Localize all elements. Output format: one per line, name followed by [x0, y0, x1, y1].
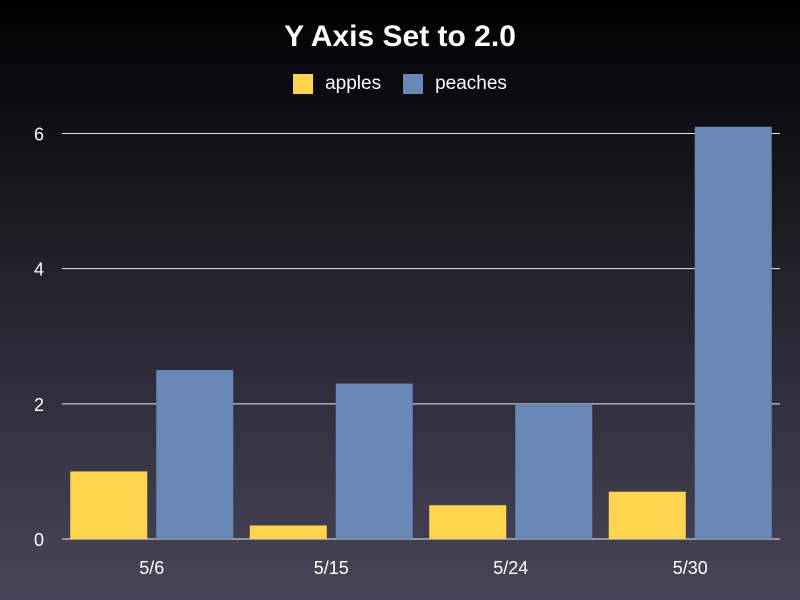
bar-peaches-3: [694, 126, 772, 540]
bar-apples-3: [608, 491, 686, 539]
legend-label-apples: apples: [325, 73, 382, 94]
legend-swatch-peaches: [403, 74, 424, 94]
y-tick-label-4: 4: [34, 260, 44, 280]
legend: apples peaches: [0, 73, 800, 95]
y-tick-label-2: 2: [34, 395, 44, 415]
bar-peaches-1: [335, 383, 413, 539]
chart-title: Y Axis Set to 2.0: [284, 20, 516, 53]
x-tick-label-3: 5/30: [673, 558, 708, 578]
y-tick-label-6: 6: [34, 125, 44, 145]
bar-apples-2: [429, 505, 507, 539]
bar-apples-0: [70, 471, 148, 539]
bar-peaches-0: [156, 370, 234, 539]
legend-item-apples[interactable]: apples: [293, 73, 381, 95]
legend-swatch-apples: [293, 74, 314, 94]
bar-apples-1: [249, 525, 327, 539]
bar-peaches-2: [515, 403, 593, 539]
x-tick-label-1: 5/15: [314, 558, 349, 578]
y-tick-label-0: 0: [34, 530, 44, 550]
legend-item-peaches[interactable]: peaches: [403, 73, 507, 95]
x-tick-label-2: 5/24: [493, 558, 528, 578]
legend-label-peaches: peaches: [435, 73, 507, 94]
x-tick-label-0: 5/6: [139, 558, 164, 578]
